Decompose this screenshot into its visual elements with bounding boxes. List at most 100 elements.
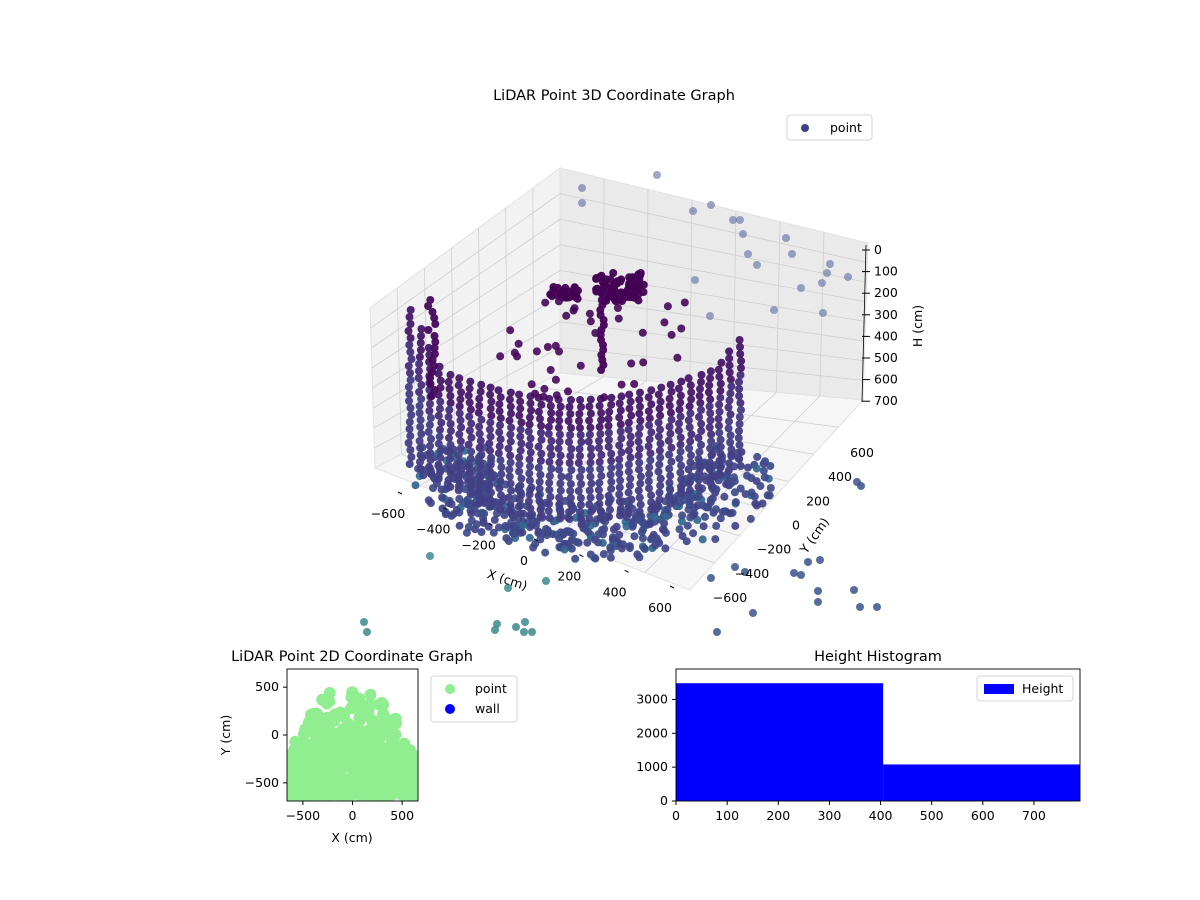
point-3d [456,437,465,446]
point-3d [526,434,535,443]
point-3d [464,440,473,449]
point-3d [527,483,536,492]
point-3d [457,423,466,432]
point-3d [445,454,454,463]
point-3d [525,511,534,520]
point-3d [474,492,483,501]
point-3d [497,498,506,507]
point-3d [730,488,739,497]
point-3d [465,398,474,407]
point-3d [475,471,484,480]
point-3d [705,423,714,432]
point-3d [576,396,585,404]
point-3d [566,431,575,439]
point-3d [464,500,473,509]
point-3d [577,466,586,474]
point-3d [445,461,453,470]
point-3d [486,432,495,441]
point-3d [607,393,616,402]
point-3d [639,358,648,367]
point-3d [667,387,676,396]
point-3d [573,294,582,303]
point-3d [427,434,435,443]
point-3d [475,429,484,438]
point-3d [516,509,525,518]
point-3d [405,418,414,426]
point-3d [576,508,584,516]
point-3d [494,449,503,458]
point-3d [535,477,544,486]
point-3d [604,442,613,451]
point-3d [723,480,732,489]
point-2d [344,774,357,787]
point-3d [541,548,550,557]
point-3d [464,523,473,531]
point-3d [625,390,634,399]
point-3d [676,468,685,477]
point-3d [615,413,624,422]
point-3d [455,402,464,411]
point-3d [606,553,615,562]
point-3d [635,493,644,502]
point-3d [615,455,624,464]
axes-2d: −500 0 500 500 0 −500 [245,679,414,823]
point-3d [674,384,683,393]
point-3d [665,478,674,487]
point-3d [676,398,685,407]
point-3d [504,444,513,453]
point-3d [405,460,414,468]
point-3d [607,400,616,409]
point-3d [676,440,685,449]
point-3d [551,375,560,384]
point-3d [555,500,564,509]
point-3d [687,388,696,397]
point-3d [731,563,739,571]
point-3d [576,424,584,432]
point-3d [557,472,566,481]
point-3d [524,497,533,506]
point-3d [737,357,746,365]
legend-marker-wall-2d [445,704,455,714]
point-3d [716,386,725,395]
point-3d [595,499,604,508]
point-3d [505,465,514,474]
point-3d [476,387,485,396]
point-3d [647,428,656,437]
point-3d [507,409,515,418]
point-3d [616,277,625,286]
point-3d [736,462,745,470]
point-3d [455,494,464,503]
point-2d [375,778,388,791]
point-3d [536,505,545,514]
point-3d [556,486,565,495]
point-3d [424,326,433,334]
point-3d [517,418,526,427]
point-3d [415,388,424,396]
point-3d [426,552,434,560]
point-3d [655,460,664,469]
point-2d [345,702,358,715]
x-tick-hist: 500 [920,808,944,823]
point-3d [635,458,644,467]
point-3d [630,380,639,388]
point-3d [428,368,437,376]
point-3d [646,520,655,528]
point-3d [476,436,485,445]
point-3d [770,306,778,314]
point-3d [638,328,647,337]
point-3d [626,453,635,462]
y-tick-hist: 3000 [636,691,668,706]
point-3d [624,460,633,469]
point-3d [685,500,694,509]
point-3d [624,425,633,434]
point-3d [850,586,858,594]
point-3d [624,488,633,497]
point-3d [675,419,683,428]
z-tick-3d: 400 [874,328,898,343]
point-3d [766,462,775,470]
point-3d [486,446,494,455]
point-3d [592,274,601,283]
point-3d [616,511,624,520]
point-3d [556,479,565,488]
x-tick-hist: 100 [715,808,739,823]
